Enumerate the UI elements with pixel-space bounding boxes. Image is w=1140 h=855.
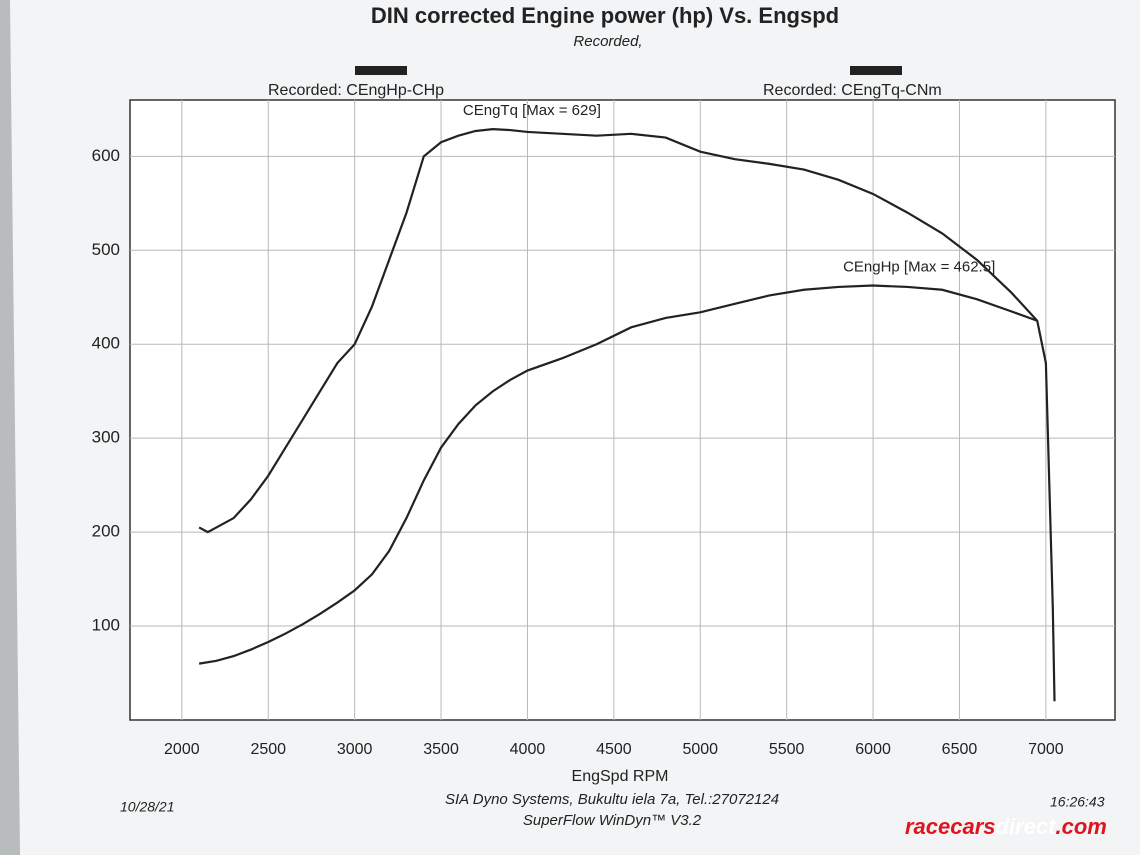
footer-company: SIA Dyno Systems, Bukultu iela 7a, Tel.:… (445, 791, 779, 808)
chart-title: DIN corrected Engine power (hp) Vs. Engs… (371, 3, 839, 28)
legend-swatch (850, 66, 902, 75)
watermark-part: .com (1055, 814, 1106, 839)
legend-label: Recorded: CEngTq-CNm (763, 82, 942, 99)
x-tick-label: 3000 (337, 741, 373, 758)
footer-software: SuperFlow WinDyn™ V3.2 (523, 812, 702, 829)
annotation: CEngTq [Max = 629] (463, 102, 601, 119)
chart-subtitle: Recorded, (573, 33, 642, 50)
watermark: racecarsdirect.com (905, 814, 1107, 839)
x-axis-label: EngSpd RPM (572, 768, 669, 785)
x-tick-label: 4000 (510, 741, 546, 758)
y-tick-label: 500 (92, 240, 120, 259)
plot-area (129, 99, 1116, 721)
legend-swatch (355, 66, 407, 75)
annotation: CEngHp [Max = 462.5] (843, 258, 995, 275)
x-tick-label: 5500 (769, 741, 805, 758)
x-tick-label: 6000 (855, 741, 891, 758)
x-tick-label: 5000 (682, 741, 718, 758)
x-tick-label: 2500 (250, 741, 286, 758)
y-tick-label: 600 (92, 146, 120, 165)
y-tick-label: 200 (92, 522, 120, 541)
footer-time: 16:26:43 (1050, 794, 1105, 810)
watermark-part: racecars (905, 814, 996, 839)
footer-date: 10/28/21 (120, 799, 175, 815)
x-tick-label: 6500 (942, 741, 978, 758)
y-tick-label: 100 (92, 616, 120, 635)
y-tick-label: 400 (92, 334, 120, 353)
data-line (198, 128, 1056, 702)
x-tick-label: 7000 (1028, 741, 1064, 758)
y-tick-label: 300 (92, 428, 120, 447)
x-tick-label: 3500 (423, 741, 459, 758)
data-line (198, 284, 1038, 665)
x-tick-label: 2000 (164, 741, 200, 758)
watermark-part: direct (996, 814, 1058, 839)
legend-label: Recorded: CEngHp-CHp (268, 82, 444, 99)
x-tick-label: 4500 (596, 741, 632, 758)
